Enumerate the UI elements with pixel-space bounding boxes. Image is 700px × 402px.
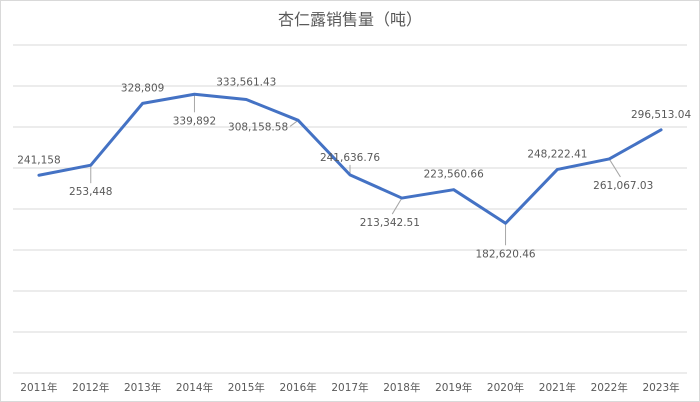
data-label: 241,636.76 — [320, 152, 380, 164]
x-axis-tick-label: 2022年 — [591, 381, 628, 394]
data-label: 296,513.04 — [631, 109, 691, 121]
data-label: 308,158.58 — [228, 121, 288, 133]
x-axis-labels: 2011年 2012年 2013年 2014年 2015年 2016年 2017年 2018年… — [20, 381, 679, 394]
x-axis-tick-label: 2015年 — [228, 381, 265, 394]
data-label: 261,067.03 — [593, 180, 653, 192]
data-label: 223,560.66 — [424, 169, 484, 181]
label-leader-lines — [90, 94, 621, 246]
x-axis-tick-label: 2019年 — [435, 381, 472, 394]
x-axis-tick-label: 2021年 — [539, 381, 576, 394]
x-axis-tick-label: 2020年 — [487, 381, 524, 394]
x-axis-tick-label: 2018年 — [383, 381, 420, 394]
leader-line — [391, 197, 403, 215]
x-axis-tick-label: 2016年 — [280, 381, 317, 394]
data-label: 253,448 — [69, 186, 112, 198]
data-label: 248,222.41 — [527, 148, 587, 160]
x-axis-tick-label: 2012年 — [72, 381, 109, 394]
data-labels: 241,158 253,448 328,809 339,892 333,561.43 30… — [17, 76, 691, 260]
data-label: 333,561.43 — [216, 76, 276, 88]
x-axis-tick-label: 2017年 — [331, 381, 368, 394]
x-axis-tick-label: 2014年 — [176, 381, 213, 394]
data-label: 339,892 — [173, 115, 216, 127]
x-axis-tick-label: 2023年 — [642, 381, 679, 394]
data-label: 213,342.51 — [360, 217, 420, 229]
chart-title: 杏仁露销售量（吨） — [277, 10, 422, 29]
x-axis-tick-label: 2013年 — [124, 381, 161, 394]
data-label: 241,158 — [17, 154, 60, 166]
data-label: 182,620.46 — [475, 248, 535, 260]
data-label: 328,809 — [121, 82, 164, 94]
gridlines — [13, 44, 687, 374]
leader-line — [608, 158, 621, 178]
x-axis-tick-label: 2011年 — [20, 381, 57, 394]
sales-line-series — [37, 92, 663, 225]
